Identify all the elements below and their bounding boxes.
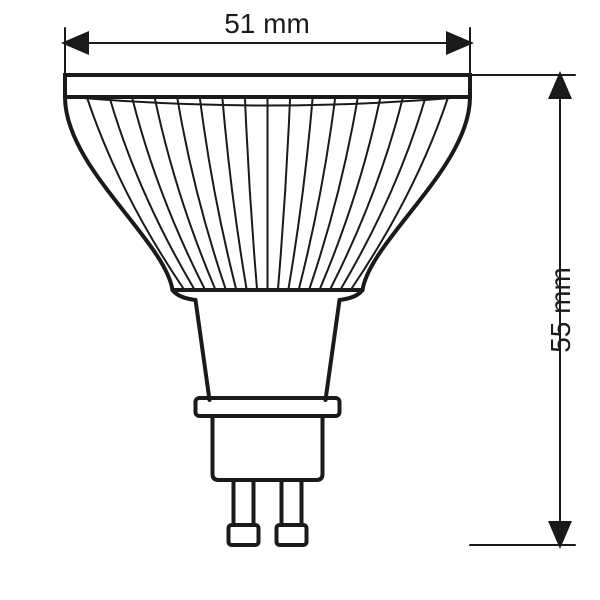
reflector-rib (341, 99, 425, 288)
reflector-rib (178, 99, 226, 288)
height-dimension-label: 55 mm (545, 267, 576, 353)
reflector-rib (200, 99, 236, 288)
reflector-rib (110, 99, 194, 288)
pin-foot (277, 525, 307, 545)
pin-foot (229, 525, 259, 545)
reflector-rib (299, 99, 335, 288)
reflector-rib (223, 99, 247, 288)
reflector-rib (88, 99, 184, 288)
dimension-drawing: 51 mm 55 mm (0, 0, 600, 600)
reflector-rib (278, 99, 290, 288)
reflector-rib (352, 99, 448, 288)
reflector-rib (245, 99, 257, 288)
width-dimension-label: 51 mm (224, 8, 310, 39)
base-cylinder (213, 416, 323, 480)
collar (196, 398, 340, 416)
reflector-rib (289, 99, 313, 288)
reflector-rib (331, 99, 403, 288)
bulb-face-rim (65, 75, 470, 97)
reflector-rib (133, 99, 205, 288)
reflector-rib (310, 99, 358, 288)
